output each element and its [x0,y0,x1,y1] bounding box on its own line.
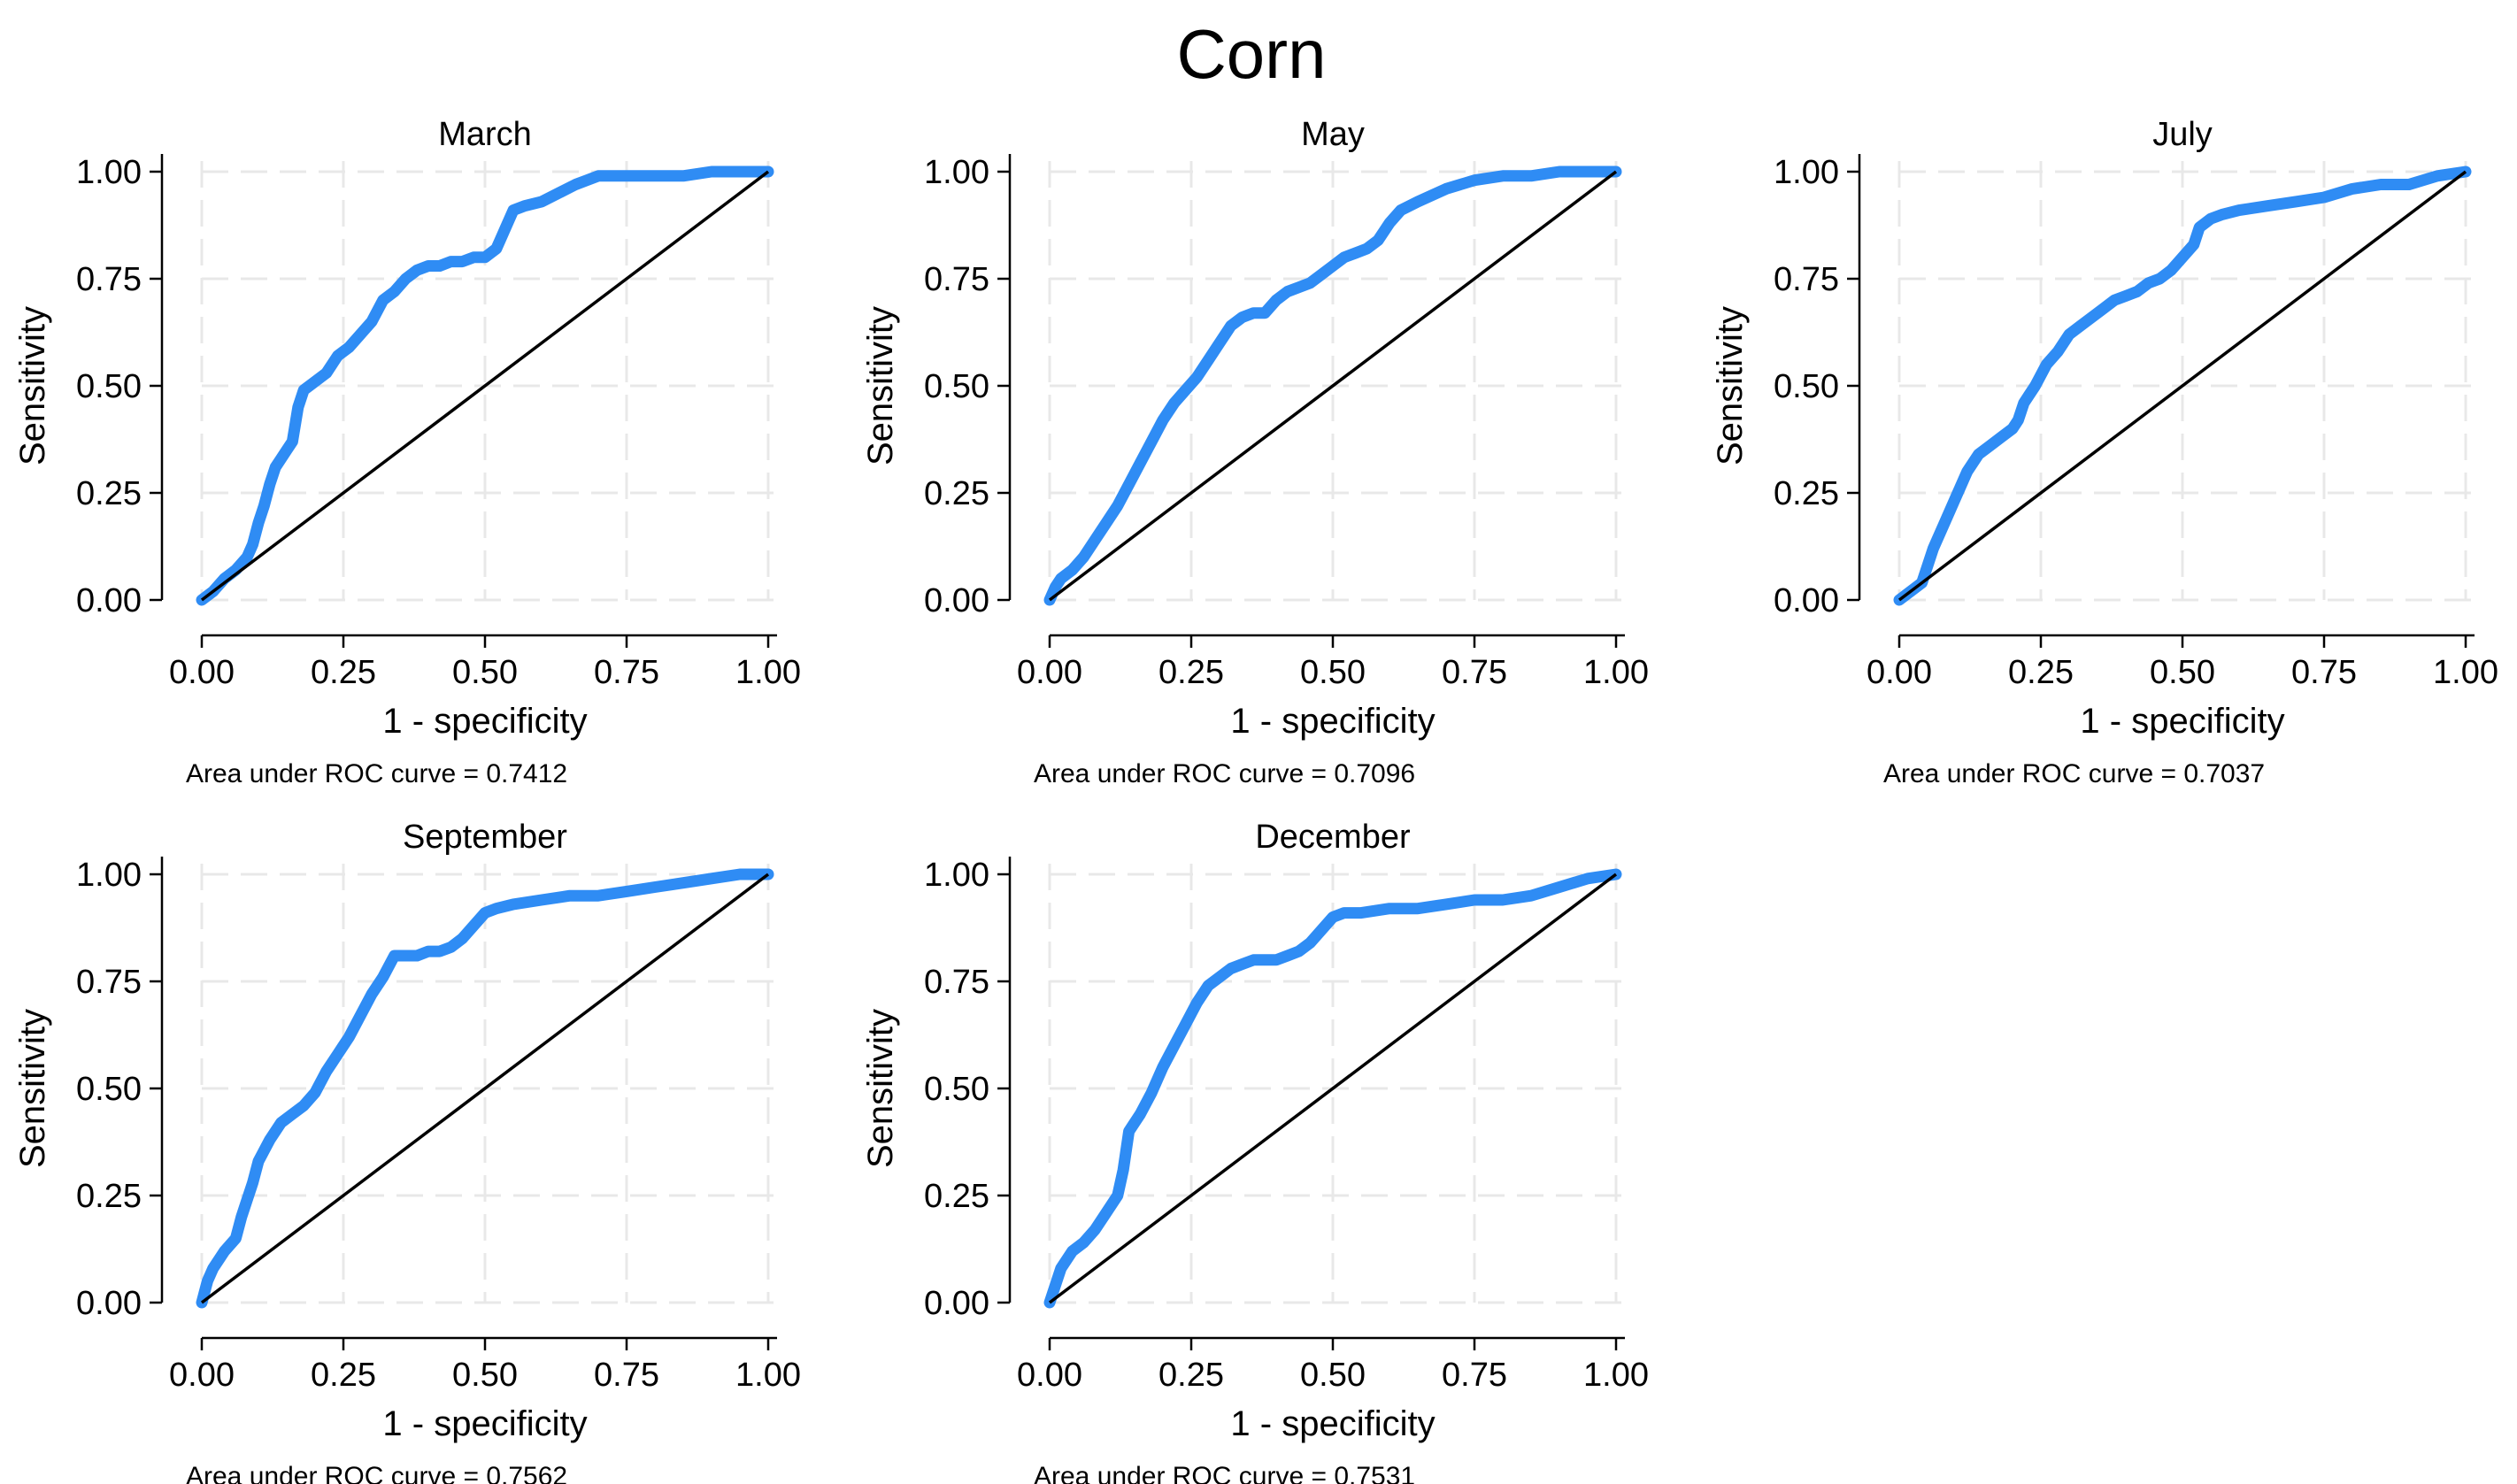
y-axis-label: Sensitivity [13,1009,52,1168]
panel-title: December [1255,819,1411,856]
y-axis-label: Sensitivity [1711,306,1750,465]
y-tick-label: 0.00 [924,1285,989,1322]
y-tick-label: 0.25 [924,475,989,512]
y-tick-label: 0.75 [76,964,142,1001]
reference-line [200,873,770,1304]
y-tick-label: 1.00 [1774,154,1839,191]
y-tick-label: 0.00 [924,582,989,619]
roc-curve [196,165,774,606]
x-axis-label: 1 - specificity [2080,702,2284,741]
panel-july: 0.00 0.00 0.25 0.25 0.50 0.50 0.75 0.75 1.00 1.00… [1711,116,2498,788]
y-tick-label: 0.00 [1774,582,1839,619]
y-tick-label: 0.75 [76,261,142,298]
reference-line [1048,873,1618,1304]
y-tick-label: 0.50 [1774,368,1839,405]
auc-note: Area under ROC curve = 0.7096 [1034,759,1415,788]
panel-may: 0.00 0.00 0.25 0.25 0.50 0.50 0.75 0.75 1.00 1.00… [861,116,1649,788]
y-axis-label: Sensitivity [13,306,52,465]
y-tick-label: 1.00 [76,154,142,191]
y-tick-label: 1.00 [924,857,989,894]
x-tick-label: 0.00 [169,654,235,691]
roc-curve [1043,165,1622,606]
y-tick-label: 0.50 [76,368,142,405]
x-tick-label: 0.50 [452,1357,518,1394]
y-tick-label: 0.75 [1774,261,1839,298]
roc-curve [1893,165,2472,606]
panel-title: September [403,819,567,856]
y-tick-label: 0.50 [76,1071,142,1108]
y-tick-label: 0.50 [924,368,989,405]
auc-note: Area under ROC curve = 0.7412 [186,759,567,788]
auc-note: Area under ROC curve = 0.7562 [186,1462,567,1484]
y-axis-label: Sensitivity [861,306,900,465]
x-tick-label: 0.75 [1442,654,1507,691]
panel-title: March [438,116,532,153]
y-tick-label: 0.25 [924,1178,989,1215]
x-tick-label: 0.00 [1017,654,1082,691]
panel-december: 0.00 0.00 0.25 0.25 0.50 0.50 0.75 0.75 1.00 1.00… [861,819,1649,1484]
x-tick-label: 0.50 [452,654,518,691]
reference-line [200,170,770,602]
panel-september: 0.00 0.00 0.25 0.25 0.50 0.50 0.75 0.75 1.00 1.00… [13,819,801,1484]
x-tick-label: 0.50 [2150,654,2215,691]
x-tick-label: 1.00 [735,654,801,691]
y-tick-label: 0.00 [76,1285,142,1322]
roc-curve [196,868,774,1309]
x-tick-label: 1.00 [2433,654,2498,691]
panel-title: July [2152,116,2213,153]
y-tick-label: 0.75 [924,261,989,298]
x-tick-label: 0.75 [594,654,659,691]
y-tick-label: 0.25 [1774,475,1839,512]
y-tick-label: 0.00 [76,582,142,619]
x-tick-label: 1.00 [1583,654,1649,691]
figure-title: Corn [1176,15,1326,93]
y-tick-label: 0.50 [924,1071,989,1108]
reference-line [1897,170,2467,602]
x-tick-label: 0.25 [1158,1357,1224,1394]
reference-line [1048,170,1618,602]
x-tick-label: 0.75 [594,1357,659,1394]
y-tick-label: 1.00 [76,857,142,894]
x-tick-label: 0.75 [2291,654,2357,691]
x-axis-label: 1 - specificity [1230,702,1435,741]
x-axis-label: 1 - specificity [1230,1404,1435,1443]
x-tick-label: 0.25 [1158,654,1224,691]
x-tick-label: 0.00 [1867,654,1932,691]
x-tick-label: 0.25 [2008,654,2074,691]
panel-march: 0.00 0.00 0.25 0.25 0.50 0.50 0.75 0.75 1.00 1.00… [13,116,801,788]
x-tick-label: 0.00 [1017,1357,1082,1394]
y-tick-label: 1.00 [924,154,989,191]
y-tick-label: 0.25 [76,1178,142,1215]
x-tick-label: 0.25 [311,1357,376,1394]
panel-title: May [1301,116,1365,153]
y-tick-label: 0.25 [76,475,142,512]
x-axis-label: 1 - specificity [382,702,587,741]
x-axis-label: 1 - specificity [382,1404,587,1443]
x-tick-label: 0.25 [311,654,376,691]
x-tick-label: 0.50 [1300,654,1366,691]
x-tick-label: 0.00 [169,1357,235,1394]
roc-curve [1043,868,1622,1309]
y-axis-label: Sensitivity [861,1009,900,1168]
auc-note: Area under ROC curve = 0.7531 [1034,1462,1415,1484]
x-tick-label: 0.50 [1300,1357,1366,1394]
auc-note: Area under ROC curve = 0.7037 [1883,759,2265,788]
x-tick-label: 1.00 [1583,1357,1649,1394]
x-tick-label: 0.75 [1442,1357,1507,1394]
y-tick-label: 0.75 [924,964,989,1001]
x-tick-label: 1.00 [735,1357,801,1394]
